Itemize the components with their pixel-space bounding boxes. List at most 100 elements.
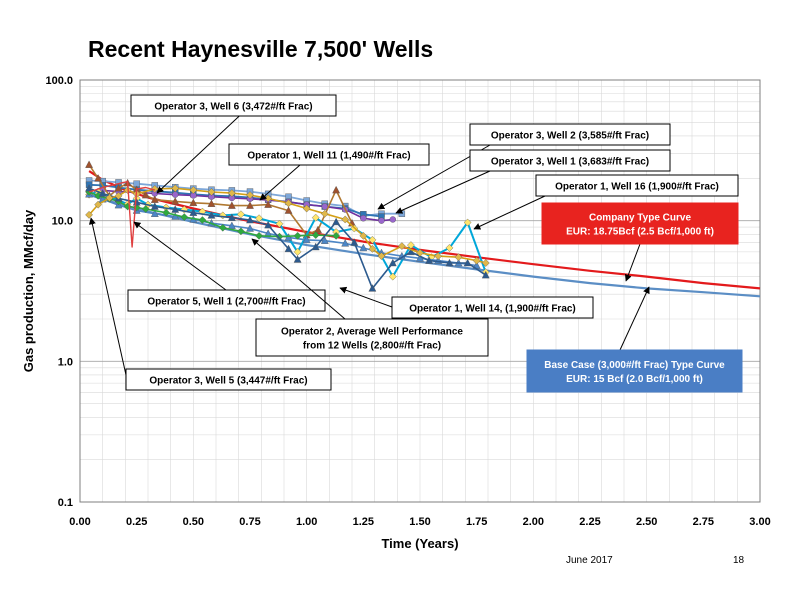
x-tick-label: 3.00 xyxy=(749,516,770,528)
callout-6: Operator 1, Well 14, (1,900#/ft Frac) xyxy=(339,286,594,319)
callout-text: Operator 1, Well 16 (1,900#/ft Frac) xyxy=(555,182,719,193)
callout-text-line2: from 12 Wells (2,800#/ft Frac) xyxy=(303,341,441,352)
callout-arrow xyxy=(259,164,301,201)
data-point xyxy=(368,284,377,292)
series-11 xyxy=(88,180,155,248)
callout-arrow xyxy=(133,221,227,291)
data-point xyxy=(171,184,180,193)
x-tick-label: 1.00 xyxy=(296,516,317,528)
data-point xyxy=(359,243,368,252)
data-point xyxy=(207,211,216,219)
x-tick-label: 1.75 xyxy=(466,516,487,528)
data-point xyxy=(481,259,490,267)
data-point xyxy=(246,224,254,232)
data-point xyxy=(162,208,171,217)
data-point xyxy=(320,209,329,218)
data-point xyxy=(293,255,302,263)
callout-arrow xyxy=(473,195,546,230)
data-point xyxy=(320,236,329,244)
callout-5: Operator 5, Well 1 (2,700#/ft Frac) xyxy=(127,221,326,312)
data-point xyxy=(445,244,454,252)
callout-text: Operator 3, Well 2 (3,585#/ft Frac) xyxy=(491,131,649,142)
callout-text: Operator 5, Well 1 (2,700#/ft Frac) xyxy=(147,297,305,308)
callout-box xyxy=(130,94,337,117)
data-point xyxy=(94,174,103,182)
data-point xyxy=(284,244,293,253)
x-tick-label: 0.50 xyxy=(183,516,204,528)
data-point xyxy=(481,270,490,279)
data-point xyxy=(445,258,454,267)
callout-arrow xyxy=(619,286,650,351)
data-point xyxy=(377,252,386,260)
data-point xyxy=(180,213,189,221)
callout-3: Operator 3, Well 1 (3,683#/ft Frac) xyxy=(395,149,671,214)
x-tick-label: 2.50 xyxy=(636,516,657,528)
data-point xyxy=(141,190,150,199)
callout-box xyxy=(125,368,332,391)
data-point xyxy=(332,217,341,226)
data-point xyxy=(189,198,198,206)
callout-box xyxy=(541,202,739,245)
series-10 xyxy=(85,184,490,267)
data-point xyxy=(114,184,123,192)
data-point xyxy=(237,210,245,219)
data-point xyxy=(227,201,236,209)
callout-box xyxy=(469,123,671,146)
x-axis-label: Time (Years) xyxy=(381,536,458,551)
x-tick-label: 2.75 xyxy=(693,516,714,528)
callout-arrow xyxy=(251,238,346,320)
data-point xyxy=(207,188,216,196)
data-point xyxy=(314,225,322,234)
x-tick-label: 0.25 xyxy=(126,516,147,528)
callout-text: Operator 3, Well 1 (3,683#/ft Frac) xyxy=(491,157,649,168)
data-point xyxy=(141,205,150,213)
callout-box xyxy=(469,149,671,172)
data-point xyxy=(397,242,406,250)
y-axis-label: Gas production, MMcf/day xyxy=(21,209,36,372)
data-point xyxy=(207,199,216,207)
data-point xyxy=(302,235,311,244)
callout-text: Operator 2, Average Well Performance xyxy=(281,327,463,338)
data-point xyxy=(171,205,180,213)
data-point xyxy=(463,258,472,267)
data-point xyxy=(454,253,463,262)
data-point xyxy=(98,189,107,197)
x-tick-label: 1.50 xyxy=(409,516,430,528)
data-point xyxy=(227,189,236,197)
data-point xyxy=(150,202,159,210)
data-point xyxy=(150,209,159,217)
plot-frame xyxy=(79,79,761,503)
footer-page-number: 18 xyxy=(733,555,745,566)
data-point xyxy=(416,249,424,257)
data-point xyxy=(171,197,180,205)
data-point xyxy=(359,231,368,240)
callout-box xyxy=(127,289,326,312)
data-point xyxy=(246,191,254,199)
data-point xyxy=(189,208,198,216)
data-point xyxy=(293,231,302,240)
data-point xyxy=(218,223,227,232)
callout-10: Base Case (3,000#/ft Frac) Type Curve EUR… xyxy=(526,286,743,393)
data-point xyxy=(425,256,433,264)
data-point xyxy=(389,216,396,223)
callout-arrow xyxy=(88,217,127,376)
y-tick-label: 1.0 xyxy=(58,356,73,368)
callout-text: Operator 3, Well 5 (3,447#/ft Frac) xyxy=(149,376,307,387)
callout-arrow xyxy=(624,243,641,282)
data-point xyxy=(341,215,350,224)
callout-text-line2: EUR: 18.75Bcf (2.5 Bcf/1,000 ft) xyxy=(566,227,714,238)
x-tick-label: 1.25 xyxy=(353,516,374,528)
callout-box xyxy=(255,318,489,357)
x-tick-label: 0.00 xyxy=(69,516,90,528)
data-point xyxy=(246,201,254,209)
callout-text: Operator 1, Well 11 (1,490#/ft Frac) xyxy=(247,151,410,162)
data-point xyxy=(85,184,93,192)
data-point xyxy=(246,215,254,224)
x-tick-label: 0.75 xyxy=(239,516,260,528)
x-tick-label: 2.00 xyxy=(523,516,544,528)
data-point xyxy=(264,220,273,229)
callout-text: Company Type Curve xyxy=(589,213,691,224)
y-tick-label: 0.1 xyxy=(58,497,73,509)
data-point xyxy=(388,272,397,281)
